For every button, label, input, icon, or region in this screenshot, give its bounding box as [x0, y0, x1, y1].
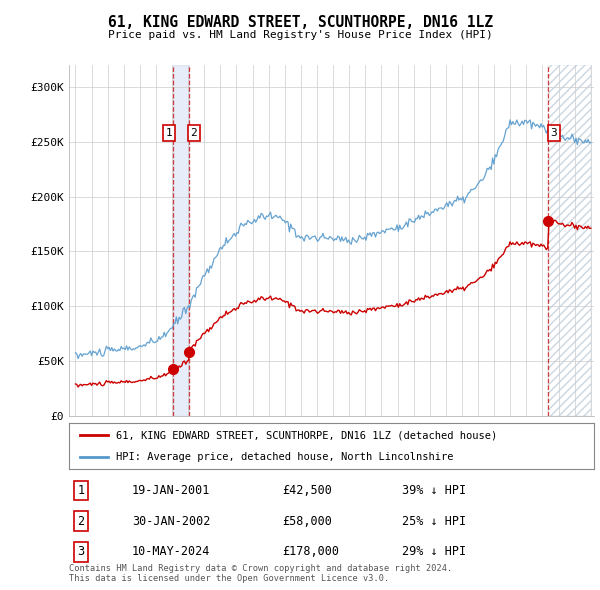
Bar [548, 65, 591, 416]
Bar [173, 65, 190, 416]
Text: 3: 3 [551, 128, 557, 138]
Text: 39% ↓ HPI: 39% ↓ HPI [402, 484, 466, 497]
Text: 30-JAN-2002: 30-JAN-2002 [132, 514, 211, 527]
Text: 61, KING EDWARD STREET, SCUNTHORPE, DN16 1LZ (detached house): 61, KING EDWARD STREET, SCUNTHORPE, DN16… [116, 431, 497, 441]
Text: 19-JAN-2001: 19-JAN-2001 [132, 484, 211, 497]
Text: 2: 2 [77, 514, 85, 527]
Text: 61, KING EDWARD STREET, SCUNTHORPE, DN16 1LZ: 61, KING EDWARD STREET, SCUNTHORPE, DN16… [107, 15, 493, 30]
Text: £42,500: £42,500 [282, 484, 332, 497]
Text: 10-MAY-2024: 10-MAY-2024 [132, 545, 211, 558]
Bar [548, 65, 591, 416]
Text: 2: 2 [191, 128, 197, 138]
Text: Contains HM Land Registry data © Crown copyright and database right 2024.
This d: Contains HM Land Registry data © Crown c… [69, 563, 452, 583]
Text: Price paid vs. HM Land Registry's House Price Index (HPI): Price paid vs. HM Land Registry's House … [107, 30, 493, 40]
Text: 1: 1 [77, 484, 85, 497]
Text: 1: 1 [166, 128, 172, 138]
Text: HPI: Average price, detached house, North Lincolnshire: HPI: Average price, detached house, Nort… [116, 451, 454, 461]
Text: 25% ↓ HPI: 25% ↓ HPI [402, 514, 466, 527]
Text: 3: 3 [77, 545, 85, 558]
Text: £58,000: £58,000 [282, 514, 332, 527]
Text: 29% ↓ HPI: 29% ↓ HPI [402, 545, 466, 558]
Text: £178,000: £178,000 [282, 545, 339, 558]
